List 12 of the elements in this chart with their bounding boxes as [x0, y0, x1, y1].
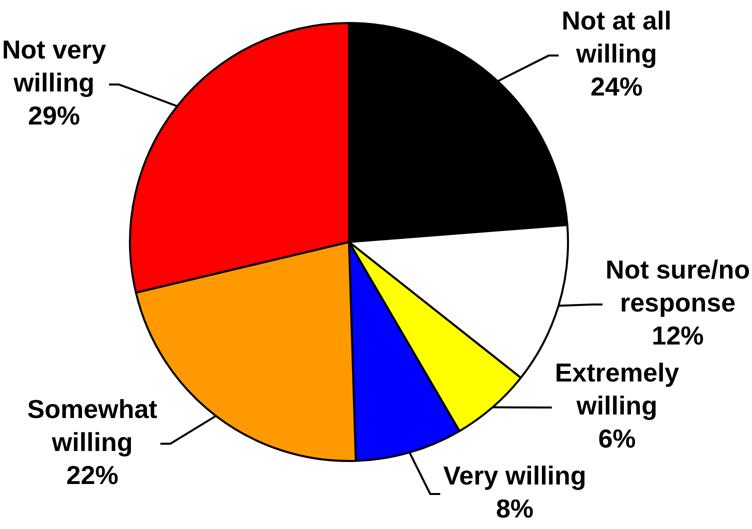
- data-label: 6%: [598, 424, 636, 454]
- slice-label: Somewhat willing: [27, 394, 158, 457]
- data-label: 29%: [28, 100, 80, 131]
- data-label: 12%: [652, 320, 704, 351]
- slice-label: Very willing: [443, 460, 586, 491]
- slice-label: Not at all willing: [562, 6, 672, 69]
- data-label: 24%: [590, 72, 643, 102]
- slice-label: Not very willing: [2, 34, 107, 98]
- data-label: 8%: [496, 494, 534, 524]
- data-label: 22%: [66, 460, 118, 490]
- slice-label: Not sure/no response: [606, 254, 750, 318]
- slice-label: Extremely willing: [554, 358, 680, 421]
